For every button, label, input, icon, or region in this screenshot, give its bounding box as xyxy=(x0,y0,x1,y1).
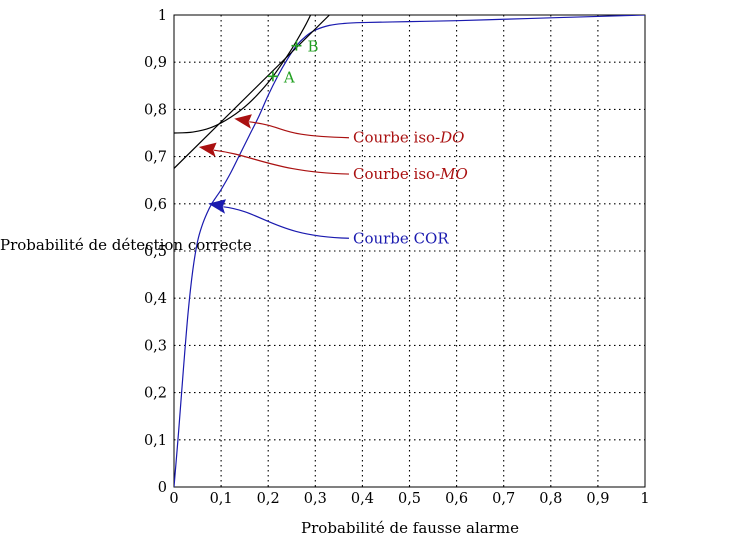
x-tick-label: 0,1 xyxy=(210,491,233,507)
y-tick-label: 0,1 xyxy=(144,433,167,449)
annotation-label: Courbe iso-MO xyxy=(353,165,468,183)
annotation-arrow-line xyxy=(249,121,349,139)
y-tick-label: 0,7 xyxy=(144,150,167,166)
annotation-arrowhead xyxy=(198,142,217,158)
y-tick-label: 0 xyxy=(158,480,167,496)
annotation-emphasis: COR xyxy=(414,229,450,247)
annotation-label: Courbe iso-DO xyxy=(353,129,465,147)
x-tick-label: 0,8 xyxy=(539,491,562,507)
x-tick-label: 0,4 xyxy=(351,491,374,507)
x-tick-label: 0,9 xyxy=(586,491,609,507)
annotation-prefix: Courbe xyxy=(353,229,414,247)
annotation-emphasis: DO xyxy=(439,129,464,147)
y-tick-label: 0,6 xyxy=(144,197,167,213)
grid xyxy=(174,15,645,487)
series-line-courbe-iso-do xyxy=(174,15,312,134)
series-line-courbe-iso-mo xyxy=(174,15,330,169)
y-tick-label: 0,4 xyxy=(144,291,167,307)
point-label-b: B xyxy=(307,38,318,56)
point-marker-a xyxy=(267,71,278,82)
x-tick-label: 0,6 xyxy=(445,491,468,507)
x-tick-label: 0 xyxy=(169,491,178,507)
x-tick-label: 0,3 xyxy=(304,491,327,507)
annotation-prefix: Courbe iso- xyxy=(353,129,440,147)
annotation-arrow-line xyxy=(223,206,349,239)
series-group: AB xyxy=(174,15,645,487)
annotation-emphasis: MO xyxy=(439,165,468,183)
series-line-courbe-cor xyxy=(174,15,645,487)
annotation-label: Courbe COR xyxy=(353,229,449,247)
plot-frame xyxy=(173,14,646,488)
x-tick-label: 0,5 xyxy=(398,491,421,507)
x-axis-label: Probabilité de fausse alarme xyxy=(301,519,519,537)
x-tick-label: 1 xyxy=(640,491,649,507)
y-tick-label: 0,3 xyxy=(144,338,167,354)
annotation-arrow-line xyxy=(213,149,349,175)
y-tick-label: 0,8 xyxy=(144,102,167,118)
point-label-a: A xyxy=(283,68,295,86)
annotation-arrowhead xyxy=(234,114,252,129)
y-tick-label: 0,9 xyxy=(144,55,167,71)
y-tick-label: 0,5 xyxy=(144,244,167,260)
x-tick-label: 0,7 xyxy=(492,491,515,507)
tick-labels: 0 0,1 0,2 0,3 0,4 0,5 0,6 0,7 0,8 0,9 1 0 0,1 0,2 0,3 0… xyxy=(144,8,650,507)
annotation-prefix: Courbe iso- xyxy=(353,165,440,183)
y-tick-label: 0,2 xyxy=(144,386,167,402)
annotation-arrowhead xyxy=(208,199,227,214)
point-marker-b xyxy=(291,40,302,51)
y-tick-label: 1 xyxy=(158,8,167,24)
y-axis-label: Probabilité de détection correcte xyxy=(0,236,252,254)
x-tick-label: 0,2 xyxy=(257,491,280,507)
